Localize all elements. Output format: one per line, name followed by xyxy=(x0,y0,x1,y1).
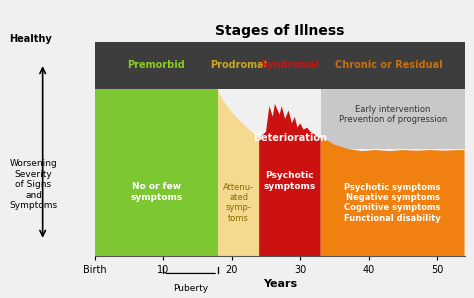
Bar xyxy=(321,89,465,149)
Title: Stages of Illness: Stages of Illness xyxy=(215,24,344,38)
Text: Prodromal: Prodromal xyxy=(210,60,267,70)
Text: Chronic or Residual: Chronic or Residual xyxy=(336,60,443,70)
Bar xyxy=(95,42,465,89)
Text: Early intervention
Prevention of progression: Early intervention Prevention of progres… xyxy=(338,105,447,124)
Text: Puberty: Puberty xyxy=(173,284,208,293)
Text: Psychotic
symptoms: Psychotic symptoms xyxy=(264,171,316,191)
Text: No or few
symptoms: No or few symptoms xyxy=(130,182,182,202)
Text: Psychotic symptoms
Negative symptoms
Cognitive symptoms
Functional disability: Psychotic symptoms Negative symptoms Cog… xyxy=(344,183,441,223)
Text: Attenu-
ated
symp-
toms: Attenu- ated symp- toms xyxy=(223,183,254,223)
Polygon shape xyxy=(321,138,465,256)
Text: Worsening
Severity
of Signs
and
Symptoms: Worsening Severity of Signs and Symptoms xyxy=(9,159,58,210)
Text: Premorbid: Premorbid xyxy=(128,60,185,70)
X-axis label: Years: Years xyxy=(263,280,297,289)
Text: Healthy: Healthy xyxy=(9,34,52,44)
Text: Deterioration: Deterioration xyxy=(253,133,327,143)
Polygon shape xyxy=(218,89,259,256)
Polygon shape xyxy=(259,104,321,256)
Text: Syndromal: Syndromal xyxy=(260,60,319,70)
Bar xyxy=(95,89,218,256)
